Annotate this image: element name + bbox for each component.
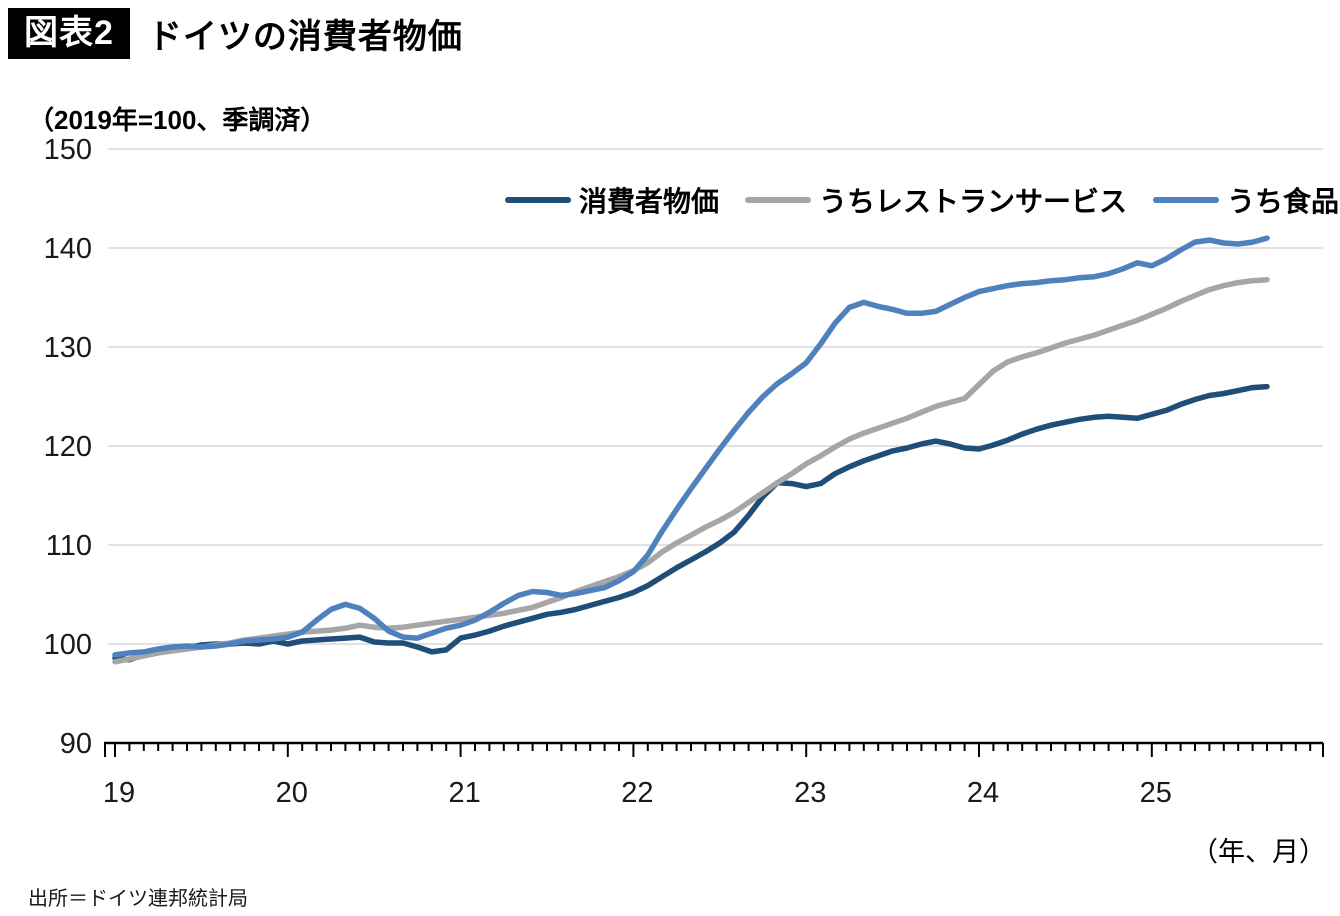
legend-label-food: うち食品 <box>1227 186 1340 217</box>
y-axis-tick-label: 120 <box>44 431 92 463</box>
figure-number-badge: 図表2 <box>8 8 130 60</box>
x-axis-tick-label: 20 <box>276 777 308 809</box>
legend-item-food: うち食品 <box>1153 180 1339 220</box>
x-axis-tick-label: 19 <box>103 777 135 809</box>
series-line-cpi <box>112 383 1270 663</box>
page-title: ドイツの消費者物価 <box>147 18 463 57</box>
x-axis-tick-label: 25 <box>1140 777 1172 809</box>
x-axis-unit-label: （年、月） <box>1191 837 1326 867</box>
y-axis-tick-label: 100 <box>44 629 92 661</box>
x-axis-tick-label: 24 <box>967 777 999 809</box>
x-axis-tick-label: 22 <box>621 777 653 809</box>
x-axis-tick-label: 21 <box>448 777 480 809</box>
series-line-restaurant <box>112 276 1270 665</box>
y-axis-tick-label: 90 <box>60 728 92 760</box>
y-axis-tick-label: 150 <box>44 134 92 166</box>
source-note: 出所＝ドイツ連邦統計局 <box>28 888 248 910</box>
chart-legend: 消費者物価 うちレストランサービス うち食品 <box>505 180 1339 220</box>
legend-item-cpi: 消費者物価 <box>505 180 719 220</box>
y-axis-tick-label: 130 <box>44 332 92 364</box>
legend-swatch-restaurant <box>745 197 812 203</box>
chart-header: 図表2 ドイツの消費者物価 <box>8 8 463 60</box>
legend-item-restaurant: うちレストランサービス <box>745 180 1127 220</box>
legend-label-cpi: 消費者物価 <box>579 186 720 217</box>
legend-swatch-cpi <box>505 197 571 203</box>
y-axis-tick-label: 140 <box>44 233 92 265</box>
y-axis-unit-label: （2019年=100、季調済） <box>28 105 327 135</box>
x-axis-tick-label: 23 <box>794 777 826 809</box>
y-axis-tick-label: 110 <box>46 530 92 562</box>
legend-label-restaurant: うちレストランサービス <box>819 186 1128 217</box>
series-line-food <box>112 235 1270 658</box>
legend-swatch-food <box>1153 197 1220 203</box>
